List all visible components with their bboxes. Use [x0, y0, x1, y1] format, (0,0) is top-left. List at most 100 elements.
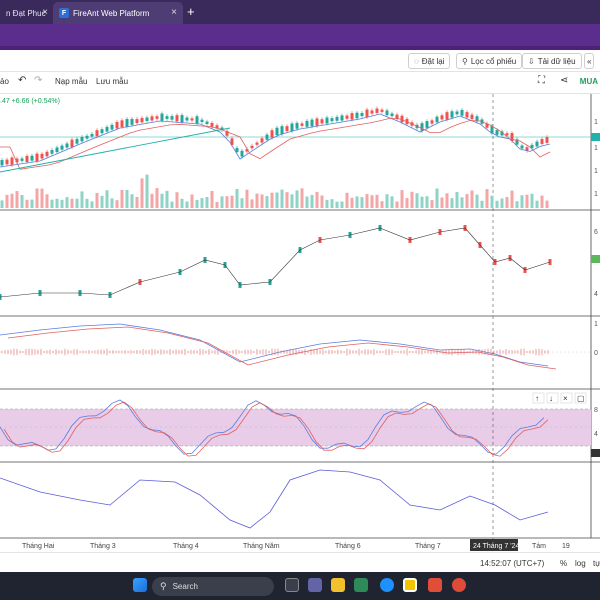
edge-icon[interactable]: [380, 578, 394, 592]
candle-body: [45, 151, 49, 157]
browser-tab-inactive[interactable]: n Đạt Phuc ×: [0, 2, 52, 24]
candle-body: [65, 143, 69, 148]
volume-bar: [260, 194, 264, 208]
volume-bar: [505, 197, 509, 208]
candle-body: [300, 123, 304, 126]
redo-icon[interactable]: ↷: [34, 75, 43, 86]
stochastic-controls[interactable]: ↑ ↓ × ▢: [532, 392, 587, 404]
x-tick: Tháng 4: [173, 543, 199, 550]
candle-body: [90, 133, 94, 137]
stock-chart[interactable]: ↑ ↓ × ▢ 1 1 1 1 6 4 1 0 8 4 Tháng Hai Th…: [0, 94, 600, 552]
volume-bar: [445, 193, 449, 208]
candle-body: [380, 109, 384, 112]
download-icon: ⇩: [528, 56, 535, 66]
candle-body: [385, 110, 389, 116]
volume-bar: [370, 195, 374, 208]
chart-toolbar-partial-label[interactable]: ảo: [0, 77, 9, 86]
browser-tab-active[interactable]: F FireAnt Web Platform ×: [53, 2, 183, 24]
crosshair-date-label: 24 Tháng 7 '24: [473, 543, 519, 550]
search-icon: ⚲: [160, 581, 167, 591]
macd-line: [0, 323, 549, 367]
price-tick: 1: [594, 168, 598, 175]
move-down-icon[interactable]: ↓: [549, 394, 553, 403]
volume-bar: [535, 200, 539, 208]
candle-body: [250, 145, 254, 149]
candle-body: [330, 118, 334, 122]
close-panel-icon[interactable]: ×: [563, 394, 568, 403]
candle-body: [125, 118, 129, 127]
new-tab-icon[interactable]: +: [187, 4, 195, 19]
taskbar-search[interactable]: ⚲ Search: [152, 577, 274, 596]
candle-body: [225, 130, 229, 136]
candle-body: [295, 122, 299, 129]
share-icon[interactable]: ⋖: [560, 75, 569, 86]
candle-body: [285, 126, 289, 132]
teams-icon[interactable]: [308, 578, 322, 592]
volume-bar: [400, 190, 404, 208]
app-icon[interactable]: [354, 578, 368, 592]
volume-bar: [495, 200, 499, 208]
x-tick: Tám: [532, 543, 546, 550]
candle-body: [395, 114, 399, 119]
task-view-icon[interactable]: [285, 578, 299, 592]
x-tick: Tháng 3: [90, 543, 116, 550]
candle-body: [230, 138, 234, 145]
chrome-icon[interactable]: [452, 578, 466, 592]
volume-bar: [50, 199, 54, 208]
volume-bar: [420, 196, 424, 208]
stochastic-d-line: [3, 401, 549, 457]
candle-body: [485, 123, 489, 128]
close-icon[interactable]: ×: [42, 7, 48, 18]
candle-body: [265, 134, 269, 140]
indicator-tag-marker: [591, 255, 600, 263]
buy-button[interactable]: MUA: [579, 77, 598, 86]
volume-bar: [110, 198, 114, 208]
candle-body: [170, 116, 174, 120]
volume-bar: [265, 196, 269, 208]
candle-body: [35, 153, 39, 162]
git-icon[interactable]: [428, 578, 442, 592]
percent-toggle[interactable]: %: [560, 559, 568, 568]
candle-body: [340, 115, 344, 121]
log-toggle[interactable]: log: [575, 559, 586, 568]
volume-bar: [25, 199, 29, 208]
download-data-button[interactable]: ⇩ Tải dữ liệu: [522, 53, 582, 69]
volume-bar: [240, 198, 244, 208]
windows-start-icon[interactable]: [133, 578, 147, 592]
maximize-panel-icon[interactable]: ▢: [577, 394, 585, 403]
undo-icon[interactable]: ↶: [18, 75, 27, 86]
sticky-notes-icon[interactable]: [403, 578, 417, 592]
candle-body: [535, 141, 539, 147]
close-icon[interactable]: ×: [171, 7, 177, 18]
clock-readout: 14:52:07 (UTC+7): [480, 559, 545, 568]
volume-bar: [35, 188, 39, 208]
reset-button[interactable]: ◌ Đặt lại: [408, 53, 451, 69]
fullscreen-icon[interactable]: ⛶: [538, 75, 545, 86]
candle-body: [445, 112, 449, 120]
volume-bar: [475, 194, 479, 208]
download-label: Tải dữ liệu: [537, 56, 576, 66]
candle-body: [105, 126, 109, 132]
candle-body: [510, 133, 514, 141]
volume-bar: [480, 200, 484, 208]
volume-bar: [170, 201, 174, 208]
auto-toggle[interactable]: tự: [593, 559, 600, 568]
volume-bar: [540, 195, 544, 208]
volume-bar: [175, 192, 179, 208]
file-explorer-icon[interactable]: [331, 578, 345, 592]
move-up-icon[interactable]: ↑: [535, 394, 539, 403]
volume-bar: [380, 201, 384, 208]
candle-body: [75, 138, 79, 144]
load-template-button[interactable]: Nạp mẫu: [55, 77, 88, 86]
volume-bar: [160, 193, 164, 208]
app-header-strip: [0, 46, 600, 50]
volume-bar: [335, 201, 339, 208]
more-button[interactable]: «: [584, 53, 595, 69]
x-tick: Tháng Hai: [22, 543, 55, 550]
volume-bar: [115, 200, 119, 208]
save-template-button[interactable]: Lưu mẫu: [96, 77, 129, 86]
candle-body: [185, 117, 189, 121]
volume-bar: [195, 199, 199, 208]
candle-body: [540, 139, 544, 144]
stock-filter-button[interactable]: ⚲ Lọc cổ phiếu: [456, 53, 523, 69]
